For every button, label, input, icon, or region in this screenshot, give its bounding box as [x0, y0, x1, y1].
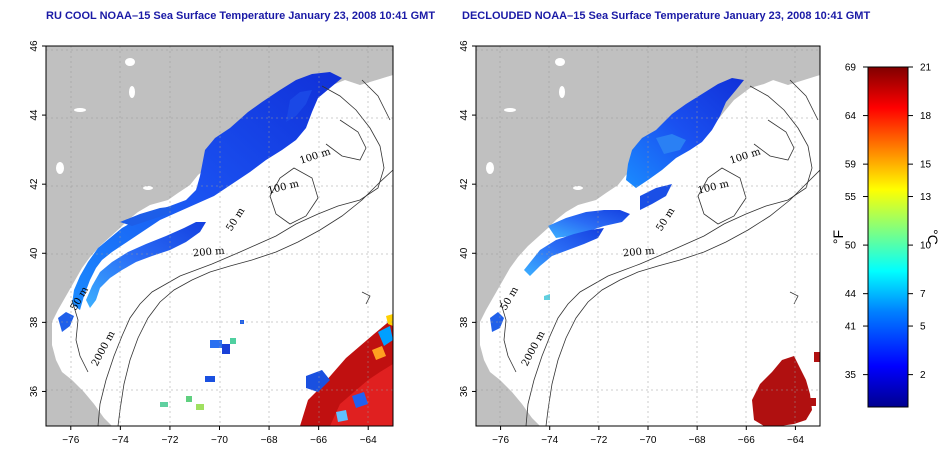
- right-map-grid: [476, 46, 820, 426]
- lat-tick-label: 44: [459, 109, 470, 121]
- fahrenheit-tick-label: 59: [845, 160, 857, 171]
- right-map-nova-scotia: [768, 46, 820, 85]
- fahrenheit-tick-label: 69: [845, 63, 857, 74]
- celsius-tick-label: 18: [920, 111, 932, 122]
- lat-tick-label: 38: [459, 316, 470, 328]
- lon-tick-label: −70: [211, 435, 228, 446]
- left-map-nova-scotia: [340, 46, 393, 85]
- colorbar-gradient: [867, 66, 909, 408]
- left-map-contours: [71, 79, 393, 426]
- left-map-grid: [46, 46, 393, 426]
- lon-tick-label: −72: [161, 435, 178, 446]
- fahrenheit-tick-label: 35: [845, 370, 857, 381]
- contour-depth-label: 200 m: [192, 246, 225, 260]
- lat-tick-label: 46: [459, 40, 470, 52]
- lon-tick-label: −70: [640, 435, 657, 446]
- left-map-lakes: [56, 58, 153, 190]
- fahrenheit-tick-label: 41: [845, 322, 857, 333]
- lon-tick-label: −76: [492, 435, 509, 446]
- fahrenheit-tick-label: 44: [845, 289, 857, 300]
- lon-tick-label: −68: [689, 435, 706, 446]
- lon-tick-label: −74: [541, 435, 558, 446]
- fahrenheit-tick-label: 64: [845, 111, 857, 122]
- lon-tick-label: −68: [261, 435, 278, 446]
- left-map-land: [46, 46, 393, 426]
- right-map-warm-water: [752, 352, 820, 426]
- right-map-cold-water: [490, 78, 744, 332]
- fahrenheit-label: °F: [830, 230, 846, 244]
- lon-tick-label: −64: [360, 435, 377, 446]
- celsius-tick-label: 5: [920, 322, 926, 333]
- fahrenheit-tick-label: 50: [845, 241, 857, 252]
- lat-tick-label: 38: [29, 316, 40, 328]
- lon-tick-label: −64: [787, 435, 804, 446]
- lat-tick-label: 44: [29, 109, 40, 121]
- lat-tick-label: 42: [29, 178, 40, 190]
- celsius-label: °C: [925, 229, 941, 245]
- celsius-tick-label: 15: [920, 160, 932, 171]
- lat-tick-label: 36: [29, 385, 40, 397]
- celsius-tick-label: 2: [920, 370, 926, 381]
- celsius-tick-label: 13: [920, 192, 932, 203]
- lat-tick-label: 40: [29, 247, 40, 259]
- contour-depth-label: 200 m: [622, 246, 655, 260]
- right-map-lakes: [486, 58, 583, 190]
- fahrenheit-tick-label: 55: [845, 192, 857, 203]
- colorbar: 21 69 18 64 15 59 13 55 10 50 7 44 5 41 2 35 °F °C: [830, 63, 941, 408]
- celsius-tick-label: 21: [920, 63, 932, 74]
- right-map-contours: [499, 79, 820, 426]
- lon-tick-label: −72: [590, 435, 607, 446]
- right-map-land: [476, 46, 820, 426]
- lon-tick-label: −76: [62, 435, 79, 446]
- lat-tick-label: 42: [459, 178, 470, 190]
- lat-tick-label: 46: [29, 40, 40, 52]
- lat-tick-label: 40: [459, 247, 470, 259]
- lon-tick-label: −74: [112, 435, 129, 446]
- celsius-tick-label: 10: [920, 241, 932, 252]
- lon-tick-label: −66: [738, 435, 755, 446]
- celsius-tick-label: 7: [920, 289, 926, 300]
- left-map-warm-water: [300, 314, 393, 426]
- left-map-title: RU COOL NOAA–15 Sea Surface Temperature …: [46, 10, 436, 22]
- right-map-title: DECLOUDED NOAA–15 Sea Surface Temperatur…: [462, 10, 871, 22]
- lon-tick-label: −66: [310, 435, 327, 446]
- lat-tick-label: 36: [459, 385, 470, 397]
